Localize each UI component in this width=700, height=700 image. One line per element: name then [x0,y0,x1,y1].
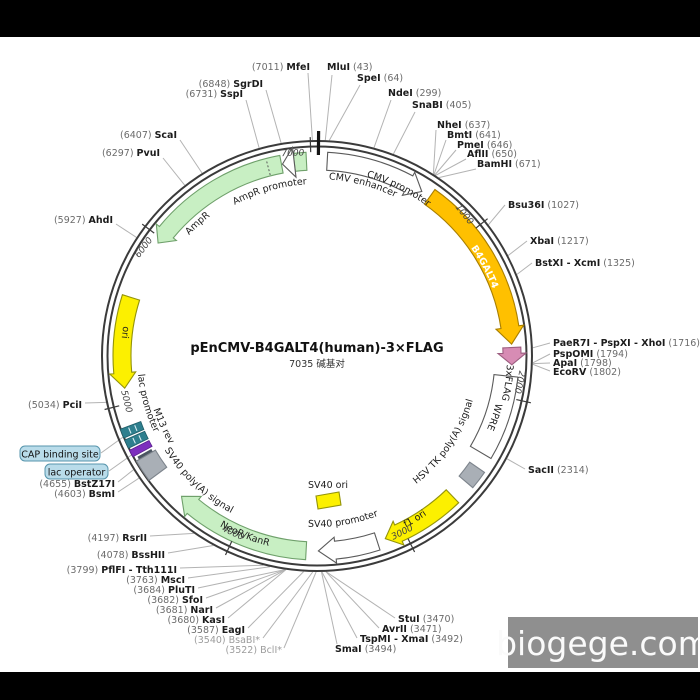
cap-binding-site-box [19,445,101,462]
letterbox-top [0,0,700,37]
site-spei: SpeI (64) [357,73,403,84]
site-mlui: MluI (43) [327,62,373,73]
site-pflfi-tth111i: (3799) PflFI - Tth111I [67,565,177,576]
site-rsrii: (4197) RsrII [88,533,147,544]
site-pluti: (3684) PluTI [133,585,195,596]
site-bsshii: (4078) BssHII [97,550,165,561]
scale-tick-label: 7000 [281,148,304,159]
site-apai: ApaI (1798) [553,358,612,369]
site-sgrdi: (6848) SgrDI [199,79,263,90]
watermark: biogege.com [496,617,700,668]
site-avrii: AvrII (3471) [382,624,442,635]
letterbox-bottom [0,672,700,700]
site-bsu36i: Bsu36I (1027) [508,200,579,211]
site-msci: (3763) MscI [126,575,185,586]
site-ndei: NdeI (299) [388,88,441,99]
site-smai: SmaI (3494) [335,644,396,655]
site-sfoi: (3682) SfoI [147,595,203,606]
site-ecorv: EcoRV (1802) [553,367,621,378]
site-bstxi-xcmi: BstXI - XcmI (1325) [535,258,635,269]
site-sspi: (6731) SspI [186,89,243,100]
lac-operator-label: lac operator [48,468,106,479]
site-nari: (3681) NarI [156,605,213,616]
site-nhei: NheI (637) [437,120,490,131]
site-bcli: (3522) BclI* [225,645,282,656]
site-stui: StuI (3470) [398,614,454,625]
site-pvui: (6297) PvuI [102,148,160,159]
site-aflii: AflII (650) [467,149,517,160]
site-bsabi: (3540) BsaBI* [194,635,260,646]
site-xbai: XbaI (1217) [530,236,589,247]
lac-operator-callout: lac operator [44,463,109,480]
leader-lines [84,72,551,649]
scale-tick-label: 2000 [512,370,527,395]
site-scai: (6407) ScaI [120,130,177,141]
site-bamhi: BamHI (671) [477,159,541,170]
ori-label: ori [119,326,131,339]
lac-operator-box [44,463,109,480]
restriction-site-labels: MluI (43) SpeI (64) NdeI (299) SnaBI (405) N… [28,62,700,656]
site-bmti: BmtI (641) [447,130,501,141]
cap-binding-site-label: CAP binding site [21,450,99,461]
sv40-ori-box [315,491,342,510]
site-pcii: (5034) PciI [28,400,82,411]
site-tspmi-xmai: TspMI - XmaI (3492) [360,634,463,645]
site-pspomi: PspOMI (1794) [553,349,628,360]
plasmid-title: pEnCMV-B4GALT4(human)-3×FLAG [190,341,443,356]
site-mfei: (7011) MfeI [252,62,310,73]
site-paer7i-pspxi-xhoi: PaeR7I - PspXI - XhoI (1716) [553,338,700,349]
sv40-ori-label: SV40 ori [308,480,348,491]
watermark-box [508,617,698,668]
site-bsmi: (4603) BsmI [54,489,115,500]
site-eagi: (3587) EagI [187,625,245,636]
site-sacii: SacII (2314) [528,465,589,476]
feature-arcs [108,145,528,565]
site-snabi: SnaBI (405) [412,100,471,111]
cap-binding-site-callout: CAP binding site [19,445,101,462]
site-pmei: PmeI (646) [457,140,512,151]
site-ahdi: (5927) AhdI [54,215,113,226]
watermark-text: biogege.com [496,624,700,663]
site-bstz17i: (4655) BstZ17I [39,479,115,490]
site-kasi: (3680) KasI [167,615,225,626]
plasmid-size: 7035 碱基对 [289,358,345,370]
